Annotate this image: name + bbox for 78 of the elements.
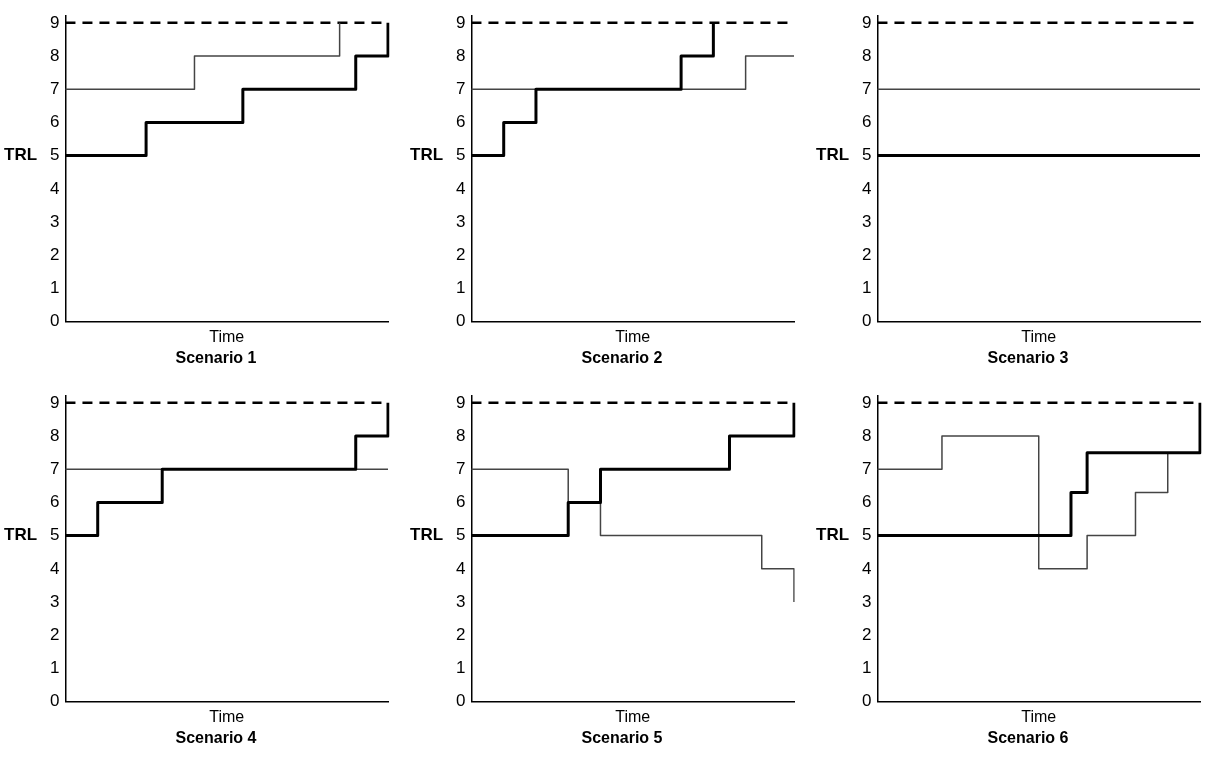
y-axis-title: TRL bbox=[4, 145, 38, 165]
y-tick-label: 4 bbox=[455, 558, 466, 578]
y-tick-label: 0 bbox=[861, 311, 872, 331]
y-tick-label: 6 bbox=[455, 492, 466, 512]
y-tick-label: 9 bbox=[49, 392, 60, 412]
y-tick-label: 7 bbox=[49, 458, 60, 478]
x-axis-title: Time bbox=[615, 707, 651, 725]
y-tick-label: 2 bbox=[49, 244, 60, 264]
y-tick-label: 0 bbox=[455, 691, 466, 711]
text: Scenario 3 bbox=[987, 348, 1069, 366]
y-axis-title: TRL bbox=[816, 525, 850, 545]
y-axis-title: TRL bbox=[410, 525, 444, 545]
y-axis-title: TRL bbox=[410, 145, 444, 165]
y-tick-label: 8 bbox=[455, 425, 466, 445]
y-tick-label: 6 bbox=[49, 112, 60, 132]
y-tick-label: 1 bbox=[861, 278, 872, 298]
y-tick-label: 4 bbox=[455, 178, 466, 198]
y-tick-label: 1 bbox=[455, 278, 466, 298]
y-tick-label: 0 bbox=[861, 691, 872, 711]
y-tick-label: 8 bbox=[861, 425, 872, 445]
text: Scenario 2 bbox=[581, 348, 663, 366]
y-tick-label: 4 bbox=[49, 178, 60, 198]
y-tick-label: 0 bbox=[455, 311, 466, 331]
y-tick-label: 6 bbox=[49, 492, 60, 512]
y-tick-label: 2 bbox=[455, 244, 466, 264]
y-tick-label: 5 bbox=[861, 145, 872, 165]
y-tick-label: 3 bbox=[861, 211, 872, 231]
y-tick-label: 4 bbox=[49, 558, 60, 578]
x-axis-title: Time bbox=[1021, 707, 1057, 725]
y-tick-label: 5 bbox=[49, 525, 60, 545]
y-tick-label: 4 bbox=[861, 178, 872, 198]
y-tick-label: 5 bbox=[455, 525, 466, 545]
y-tick-label: 9 bbox=[49, 12, 60, 32]
y-tick-label: 9 bbox=[455, 12, 466, 32]
y-tick-label: 1 bbox=[861, 658, 872, 678]
y-tick-label: 2 bbox=[49, 624, 60, 644]
y-tick-label: 9 bbox=[861, 392, 872, 412]
y-tick-label: 7 bbox=[455, 458, 466, 478]
y-tick-label: 7 bbox=[861, 458, 872, 478]
y-tick-label: 9 bbox=[455, 392, 466, 412]
y-tick-label: 8 bbox=[455, 45, 466, 65]
y-tick-label: 3 bbox=[861, 591, 872, 611]
y-tick-label: 7 bbox=[455, 78, 466, 98]
y-tick-label: 1 bbox=[49, 278, 60, 298]
y-axis-title: TRL bbox=[816, 145, 850, 165]
y-tick-label: 1 bbox=[455, 658, 466, 678]
text: Scenario 5 bbox=[581, 728, 663, 746]
y-tick-label: 8 bbox=[49, 45, 60, 65]
y-tick-label: 9 bbox=[861, 12, 872, 32]
y-tick-label: 8 bbox=[49, 425, 60, 445]
text: Scenario 1 bbox=[175, 348, 257, 366]
y-tick-label: 3 bbox=[49, 591, 60, 611]
y-tick-label: 3 bbox=[455, 591, 466, 611]
y-axis-title: TRL bbox=[4, 525, 38, 545]
y-tick-label: 4 bbox=[861, 558, 872, 578]
y-tick-label: 2 bbox=[861, 244, 872, 264]
y-tick-label: 0 bbox=[49, 311, 60, 331]
y-tick-label: 2 bbox=[861, 624, 872, 644]
x-axis-title: Time bbox=[209, 707, 245, 725]
y-tick-label: 6 bbox=[455, 112, 466, 132]
text: Scenario 6 bbox=[987, 728, 1069, 746]
y-tick-label: 3 bbox=[455, 211, 466, 231]
y-tick-label: 5 bbox=[861, 525, 872, 545]
y-tick-label: 8 bbox=[861, 45, 872, 65]
y-tick-label: 6 bbox=[861, 492, 872, 512]
y-tick-label: 7 bbox=[861, 78, 872, 98]
y-tick-label: 2 bbox=[455, 624, 466, 644]
y-tick-label: 6 bbox=[861, 112, 872, 132]
text: Scenario 4 bbox=[175, 728, 257, 746]
x-axis-title: Time bbox=[209, 327, 245, 345]
y-tick-label: 5 bbox=[455, 145, 466, 165]
y-tick-label: 0 bbox=[49, 691, 60, 711]
y-tick-label: 3 bbox=[49, 211, 60, 231]
x-axis-title: Time bbox=[615, 327, 651, 345]
y-tick-label: 5 bbox=[49, 145, 60, 165]
y-tick-label: 7 bbox=[49, 78, 60, 98]
x-axis-title: Time bbox=[1021, 327, 1057, 345]
y-tick-label: 1 bbox=[49, 658, 60, 678]
